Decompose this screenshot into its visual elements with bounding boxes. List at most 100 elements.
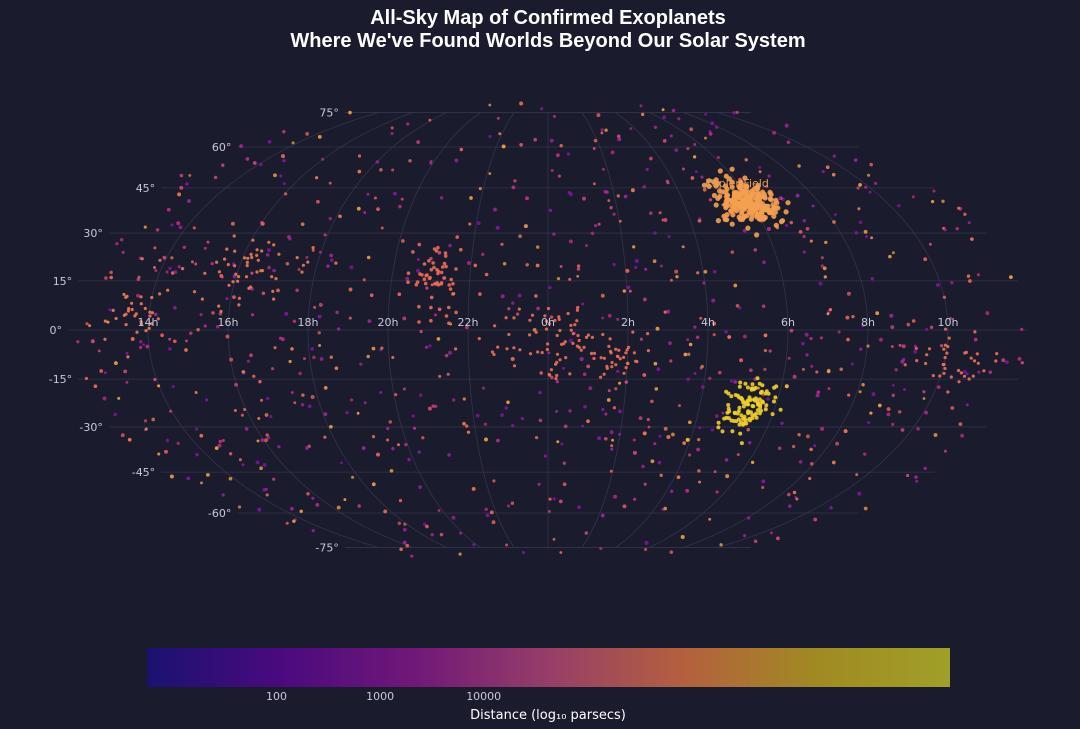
- exoplanet-point: [164, 449, 168, 454]
- exoplanet-point: [219, 309, 223, 313]
- exoplanet-point: [713, 202, 719, 208]
- exoplanet-point: [272, 243, 276, 247]
- exoplanet-point: [768, 197, 774, 203]
- exoplanet-point: [250, 271, 254, 275]
- exoplanet-point: [148, 314, 152, 318]
- exoplanet-point: [543, 454, 547, 458]
- exoplanet-point: [886, 407, 891, 412]
- exoplanet-point: [282, 130, 286, 134]
- exoplanet-point: [429, 295, 434, 300]
- exoplanet-point: [528, 333, 532, 337]
- exoplanet-point: [638, 416, 643, 420]
- exoplanet-point: [300, 222, 305, 227]
- exoplanet-point: [264, 413, 269, 417]
- exoplanet-point: [644, 547, 648, 551]
- exoplanet-point: [416, 257, 420, 262]
- exoplanet-point: [318, 302, 323, 307]
- exoplanet-point: [481, 252, 485, 257]
- exoplanet-point: [787, 492, 791, 497]
- exoplanet-point: [653, 442, 657, 446]
- exoplanet-point: [671, 108, 676, 113]
- exoplanet-point: [518, 348, 522, 352]
- exoplanet-point: [310, 395, 315, 399]
- exoplanet-point: [736, 417, 741, 422]
- exoplanet-point: [906, 322, 911, 327]
- colorbar-gradient: [147, 648, 950, 687]
- exoplanet-point: [286, 234, 291, 239]
- exoplanet-point: [815, 393, 820, 398]
- exoplanet-point: [596, 113, 601, 118]
- exoplanet-point: [711, 298, 716, 303]
- exoplanet-point: [200, 297, 204, 301]
- exoplanet-point: [746, 195, 752, 202]
- exoplanet-point: [424, 273, 429, 278]
- exoplanet-point: [402, 540, 407, 545]
- exoplanet-point: [549, 368, 554, 372]
- exoplanet-point: [305, 255, 309, 259]
- exoplanet-point: [534, 435, 539, 440]
- exoplanet-point: [805, 434, 810, 439]
- exoplanet-point: [674, 148, 679, 152]
- exoplanet-point: [245, 260, 249, 264]
- exoplanet-point: [488, 134, 492, 139]
- exoplanet-point: [592, 182, 596, 186]
- exoplanet-point: [715, 414, 719, 418]
- exoplanet-point: [481, 386, 485, 390]
- exoplanet-point: [958, 422, 963, 426]
- exoplanet-point: [573, 323, 577, 327]
- exoplanet-point: [822, 266, 827, 271]
- exoplanet-point: [558, 358, 562, 362]
- exoplanet-point: [398, 498, 403, 503]
- exoplanet-point: [618, 409, 622, 414]
- exoplanet-point: [90, 339, 95, 344]
- exoplanet-point: [674, 269, 679, 274]
- exoplanet-point: [393, 191, 397, 196]
- exoplanet-point: [706, 178, 712, 184]
- exoplanet-point: [577, 505, 581, 510]
- exoplanet-point: [405, 543, 410, 548]
- exoplanet-point: [256, 439, 260, 443]
- exoplanet-point: [447, 283, 452, 287]
- exoplanet-point: [249, 353, 253, 358]
- exoplanet-point: [736, 184, 742, 190]
- exoplanet-point: [534, 330, 538, 334]
- exoplanet-point: [742, 189, 748, 195]
- exoplanet-point: [361, 446, 366, 450]
- meridian-line: [717, 112, 949, 548]
- exoplanet-point: [246, 256, 250, 260]
- exoplanet-point: [680, 535, 685, 539]
- exoplanet-point: [644, 267, 648, 271]
- exoplanet-point: [184, 348, 188, 352]
- exoplanet-point: [811, 204, 815, 208]
- exoplanet-point: [823, 275, 827, 279]
- exoplanet-point: [538, 418, 543, 423]
- exoplanet-point: [143, 419, 148, 423]
- exoplanet-point: [391, 355, 395, 360]
- exoplanet-point: [311, 528, 315, 533]
- exoplanet-point: [789, 220, 793, 225]
- exoplanet-point: [504, 406, 509, 410]
- exoplanet-point: [750, 460, 755, 465]
- exoplanet-point: [153, 246, 157, 250]
- exoplanet-point: [414, 282, 419, 287]
- exoplanet-point: [225, 334, 230, 339]
- exoplanet-point: [547, 351, 551, 355]
- exoplanet-point: [955, 226, 959, 231]
- exoplanet-point: [397, 443, 400, 447]
- exoplanet-point: [829, 505, 833, 510]
- exoplanet-point: [760, 204, 766, 211]
- exoplanet-point: [738, 431, 743, 436]
- exoplanet-point: [626, 285, 631, 290]
- exoplanet-point: [816, 390, 821, 394]
- exoplanet-point: [761, 485, 765, 489]
- exoplanet-point: [157, 384, 161, 388]
- exoplanet-point: [699, 316, 703, 320]
- exoplanet-point: [982, 369, 986, 373]
- exoplanet-point: [436, 245, 440, 250]
- exoplanet-point: [124, 323, 128, 327]
- exoplanet-point: [778, 407, 783, 412]
- exoplanet-point: [422, 277, 427, 282]
- exoplanet-point: [686, 377, 691, 382]
- exoplanet-point: [528, 318, 532, 322]
- exoplanet-point: [267, 265, 271, 270]
